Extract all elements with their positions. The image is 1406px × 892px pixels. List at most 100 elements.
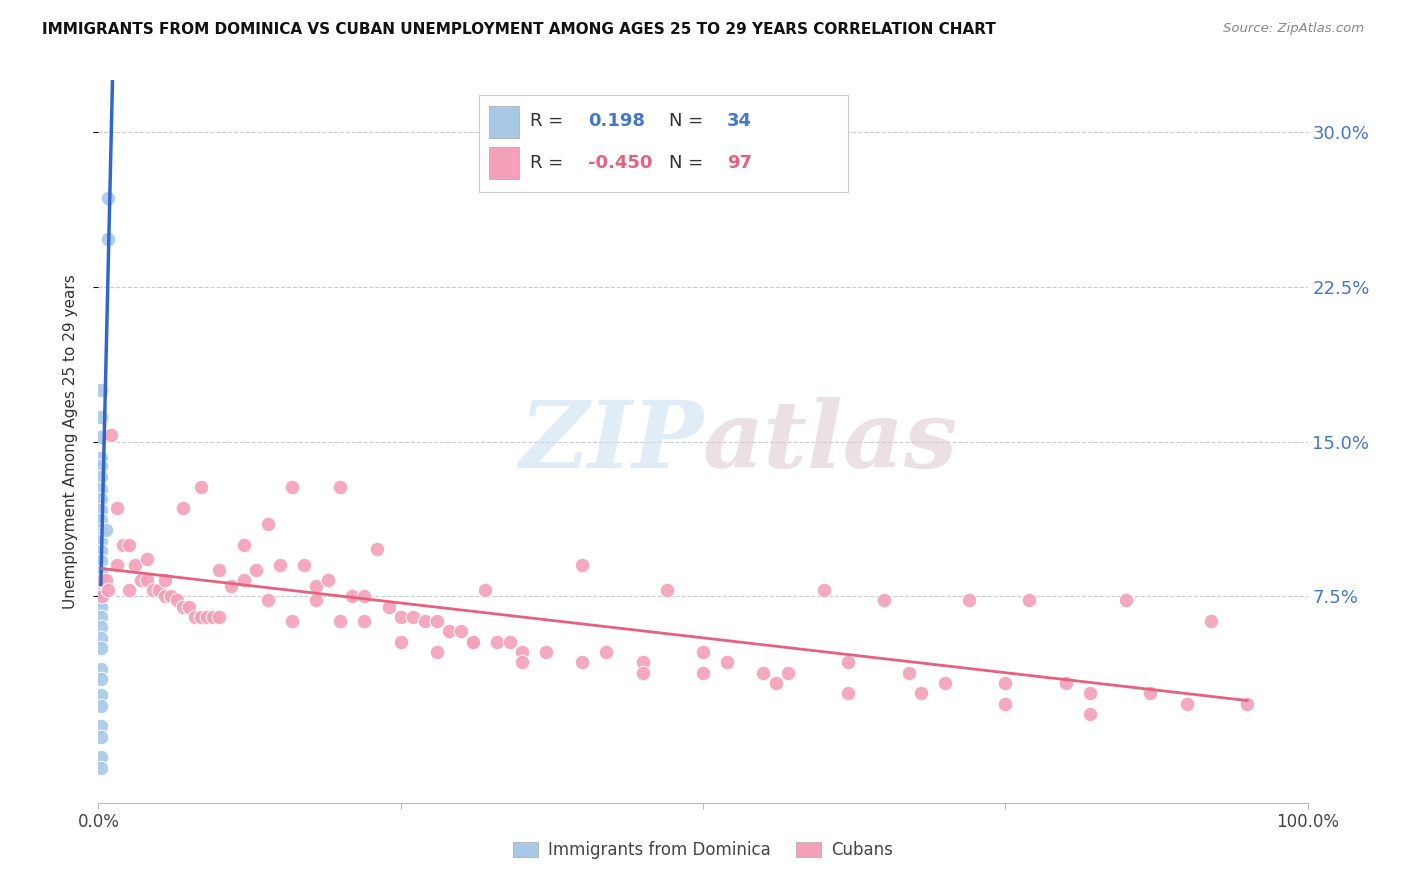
Point <box>202 610 225 624</box>
Point <box>105 558 128 573</box>
Point <box>1139 686 1161 700</box>
Point <box>232 573 254 587</box>
Point <box>97 583 120 598</box>
Point <box>765 676 787 690</box>
Point <box>426 614 449 628</box>
Point <box>135 552 157 566</box>
Point <box>305 579 328 593</box>
Point <box>389 634 412 648</box>
Point <box>208 562 231 576</box>
Point <box>631 665 654 680</box>
Point <box>752 665 775 680</box>
Point <box>90 524 112 538</box>
Point <box>172 599 194 614</box>
Point <box>342 590 364 604</box>
Point <box>90 409 112 424</box>
Legend: Immigrants from Dominica, Cubans: Immigrants from Dominica, Cubans <box>513 841 893 860</box>
Text: R =: R = <box>530 154 569 172</box>
Point <box>90 565 112 579</box>
Point <box>94 524 117 538</box>
Point <box>463 634 485 648</box>
Point <box>316 573 339 587</box>
Point <box>90 554 112 568</box>
Point <box>692 645 714 659</box>
Text: R =: R = <box>530 112 569 130</box>
Point <box>90 459 112 474</box>
Point <box>934 676 956 690</box>
Point <box>90 451 112 466</box>
Point <box>90 631 112 645</box>
Point <box>1115 593 1137 607</box>
Point <box>463 634 485 648</box>
Point <box>450 624 472 639</box>
Point <box>90 544 112 558</box>
Point <box>166 593 188 607</box>
Point <box>142 583 165 598</box>
Point <box>100 428 122 442</box>
Point <box>377 599 399 614</box>
Point <box>269 558 291 573</box>
Point <box>90 698 112 713</box>
Point <box>179 599 201 614</box>
Point <box>910 686 932 700</box>
Point <box>994 676 1017 690</box>
Point <box>118 583 141 598</box>
Point <box>90 662 112 676</box>
Point <box>118 538 141 552</box>
Point <box>366 541 388 556</box>
Point <box>91 573 114 587</box>
Text: N =: N = <box>669 112 709 130</box>
Point <box>353 590 375 604</box>
Point <box>91 590 114 604</box>
Point <box>90 672 112 686</box>
Point <box>94 573 117 587</box>
FancyBboxPatch shape <box>479 95 848 193</box>
Point <box>1078 686 1101 700</box>
Point <box>153 590 176 604</box>
Y-axis label: Unemployment Among Ages 25 to 29 years: Unemployment Among Ages 25 to 29 years <box>63 274 77 609</box>
Point <box>655 583 678 598</box>
Point <box>353 614 375 628</box>
Point <box>90 610 112 624</box>
Point <box>208 610 231 624</box>
Point <box>994 697 1017 711</box>
Point <box>692 665 714 680</box>
Text: IMMIGRANTS FROM DOMINICA VS CUBAN UNEMPLOYMENT AMONG AGES 25 TO 29 YEARS CORRELA: IMMIGRANTS FROM DOMINICA VS CUBAN UNEMPL… <box>42 22 995 37</box>
Point <box>90 599 112 614</box>
Point <box>329 480 352 494</box>
Point <box>90 620 112 634</box>
Point <box>897 665 920 680</box>
Point <box>90 533 112 548</box>
Text: -0.450: -0.450 <box>588 154 652 172</box>
Point <box>534 645 557 659</box>
Point <box>90 469 112 483</box>
Point <box>90 761 112 775</box>
Point <box>571 656 593 670</box>
Point <box>776 665 799 680</box>
Point <box>631 656 654 670</box>
Point <box>111 538 134 552</box>
Text: 97: 97 <box>727 154 752 172</box>
Point <box>1175 697 1198 711</box>
Point <box>402 610 425 624</box>
Text: Source: ZipAtlas.com: Source: ZipAtlas.com <box>1223 22 1364 36</box>
Text: N =: N = <box>669 154 709 172</box>
Point <box>124 558 146 573</box>
Point <box>135 573 157 587</box>
Point <box>437 624 460 639</box>
Point <box>413 614 436 628</box>
Point <box>305 593 328 607</box>
Point <box>1199 614 1222 628</box>
Point <box>837 686 859 700</box>
Point <box>90 750 112 764</box>
Point <box>329 614 352 628</box>
Point <box>256 593 278 607</box>
Point <box>90 719 112 733</box>
Point <box>184 610 207 624</box>
Text: 34: 34 <box>727 112 752 130</box>
Point <box>105 500 128 515</box>
Point <box>510 645 533 659</box>
Point <box>90 482 112 496</box>
Point <box>256 517 278 532</box>
Point <box>957 593 980 607</box>
